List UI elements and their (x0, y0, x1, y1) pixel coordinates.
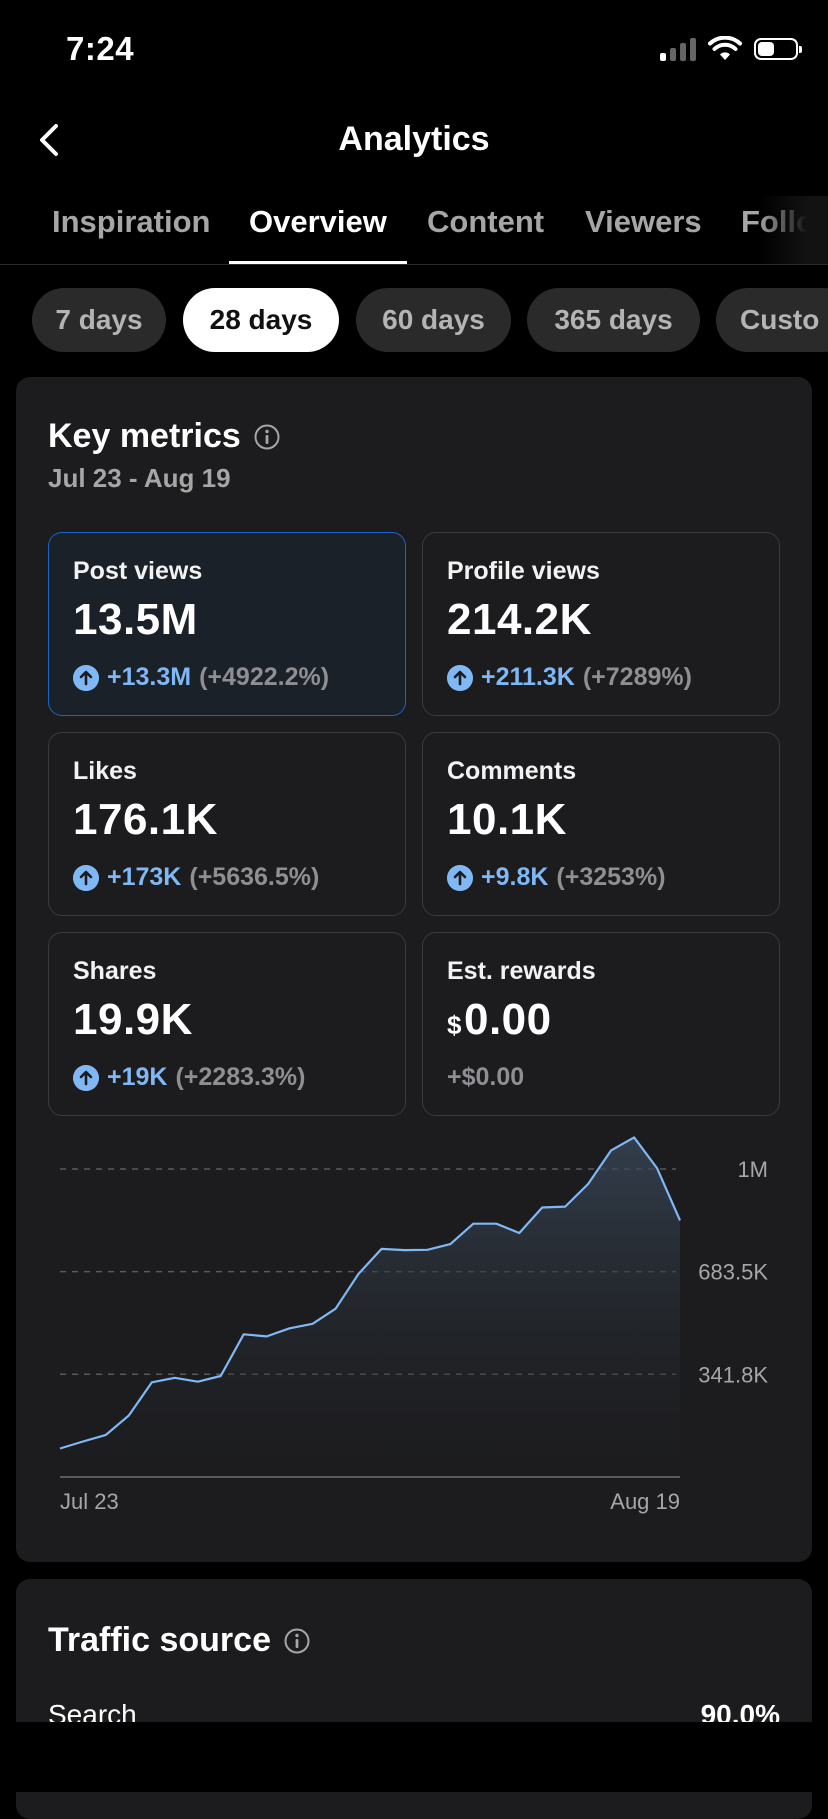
arrow-up-icon (73, 864, 99, 891)
chip-365-days[interactable]: 365 days (527, 288, 700, 352)
key-metrics-title-row: Key metrics (48, 417, 281, 456)
chip-60-days[interactable]: 60 days (356, 288, 511, 352)
chart-y-tick-label: 341.8K (698, 1362, 768, 1387)
status-bar: 7:24 (0, 0, 828, 100)
metric-delta-percent: (+4922.2%) (199, 663, 330, 691)
tab-bar: Inspiration Overview Content Viewers Fol… (0, 196, 828, 265)
currency-symbol: $ (447, 1010, 462, 1040)
metric-delta: +9.8K (+3253%) (447, 863, 666, 892)
metric-value: 176.1K (73, 795, 218, 844)
arrow-up-icon (73, 1064, 99, 1091)
metric-tile-likes[interactable]: Likes 176.1K +173K (+5636.5%) (48, 732, 406, 916)
back-arrow-icon[interactable] (30, 120, 70, 160)
metric-tile-post-views[interactable]: Post views 13.5M +13.3M (+4922.2%) (48, 532, 406, 716)
nav-header: Analytics (0, 100, 828, 180)
tabs-fade-overlay (758, 196, 828, 264)
chip-custom[interactable]: Custo (716, 288, 828, 352)
metric-value: 214.2K (447, 595, 592, 644)
metric-value: 13.5M (73, 595, 198, 644)
metric-label: Comments (447, 757, 577, 785)
metric-delta-percent: (+7289%) (582, 663, 692, 691)
tab-overview[interactable]: Overview (249, 204, 387, 239)
tab-inspiration[interactable]: Inspiration (52, 204, 211, 239)
metric-tile-profile-views[interactable]: Profile views 214.2K +211.3K (+7289%) (422, 532, 780, 716)
date-range-selector: 7 days 28 days 60 days 365 days Custo (0, 288, 828, 354)
metric-value-number: 0.00 (463, 995, 552, 1044)
metric-delta-absolute: +9.8K (481, 863, 549, 891)
metric-delta-percent: (+3253%) (556, 863, 666, 891)
status-time: 7:24 (66, 30, 135, 67)
chart-series-line (59, 1136, 682, 1450)
metric-delta-absolute: +173K (107, 863, 182, 891)
metric-label: Likes (73, 757, 137, 785)
info-icon[interactable] (283, 1627, 311, 1655)
metric-value: $0.00 (447, 995, 552, 1045)
traffic-source-title: Traffic source (48, 1621, 271, 1659)
metric-label: Est. rewards (447, 957, 596, 985)
tab-content[interactable]: Content (427, 204, 545, 239)
chip-28-days[interactable]: 28 days (183, 288, 339, 352)
metric-value: 19.9K (73, 995, 193, 1044)
arrow-up-icon (447, 664, 473, 691)
key-metrics-date-range: Jul 23 - Aug 19 (48, 463, 231, 493)
info-icon[interactable] (253, 423, 281, 451)
chip-7-days[interactable]: 7 days (32, 288, 166, 352)
chart-x-tick-label: Aug 19 (610, 1489, 680, 1514)
chart-y-tick-label: 1M (737, 1157, 768, 1182)
chart-area-fill (60, 1137, 680, 1477)
metric-delta-absolute: +19K (107, 1063, 168, 1091)
metric-delta-absolute: +$0.00 (447, 1063, 525, 1091)
metric-tile-shares[interactable]: Shares 19.9K +19K (+2283.3%) (48, 932, 406, 1116)
metric-label: Post views (73, 557, 203, 585)
wifi-icon (708, 36, 742, 60)
metric-label: Profile views (447, 557, 600, 585)
battery-icon (754, 38, 802, 60)
chart-y-tick-label: 683.5K (698, 1260, 768, 1285)
metric-delta: +211.3K (+7289%) (447, 663, 692, 692)
arrow-up-icon (447, 864, 473, 891)
metric-delta: +13.3M (+4922.2%) (73, 663, 329, 692)
tab-viewers[interactable]: Viewers (585, 204, 702, 239)
key-metrics-title: Key metrics (48, 417, 241, 455)
page-title: Analytics (338, 120, 490, 158)
metric-delta-absolute: +13.3M (107, 663, 192, 691)
chart-x-tick-label: Jul 23 (60, 1489, 119, 1514)
metric-delta-absolute: +211.3K (481, 663, 575, 691)
cellular-signal-icon (660, 37, 696, 61)
metric-delta: +$0.00 (447, 1063, 524, 1092)
metric-value: 10.1K (447, 795, 567, 844)
status-icons (660, 36, 802, 62)
bottom-safe-area (0, 1722, 828, 1792)
metric-delta-percent: (+5636.5%) (189, 863, 320, 891)
arrow-up-icon (73, 664, 99, 691)
metric-delta: +19K (+2283.3%) (73, 1063, 305, 1092)
metric-tile-est-rewards[interactable]: Est. rewards $0.00 +$0.00 (422, 932, 780, 1116)
active-tab-indicator (229, 261, 407, 264)
metric-delta: +173K (+5636.5%) (73, 863, 319, 892)
traffic-source-title-row: Traffic source (48, 1621, 311, 1660)
metric-label: Shares (73, 957, 157, 985)
metric-tile-comments[interactable]: Comments 10.1K +9.8K (+3253%) (422, 732, 780, 916)
key-metrics-card: Key metrics Jul 23 - Aug 19 Post views 1… (16, 377, 812, 1562)
metric-delta-percent: (+2283.3%) (175, 1063, 306, 1091)
